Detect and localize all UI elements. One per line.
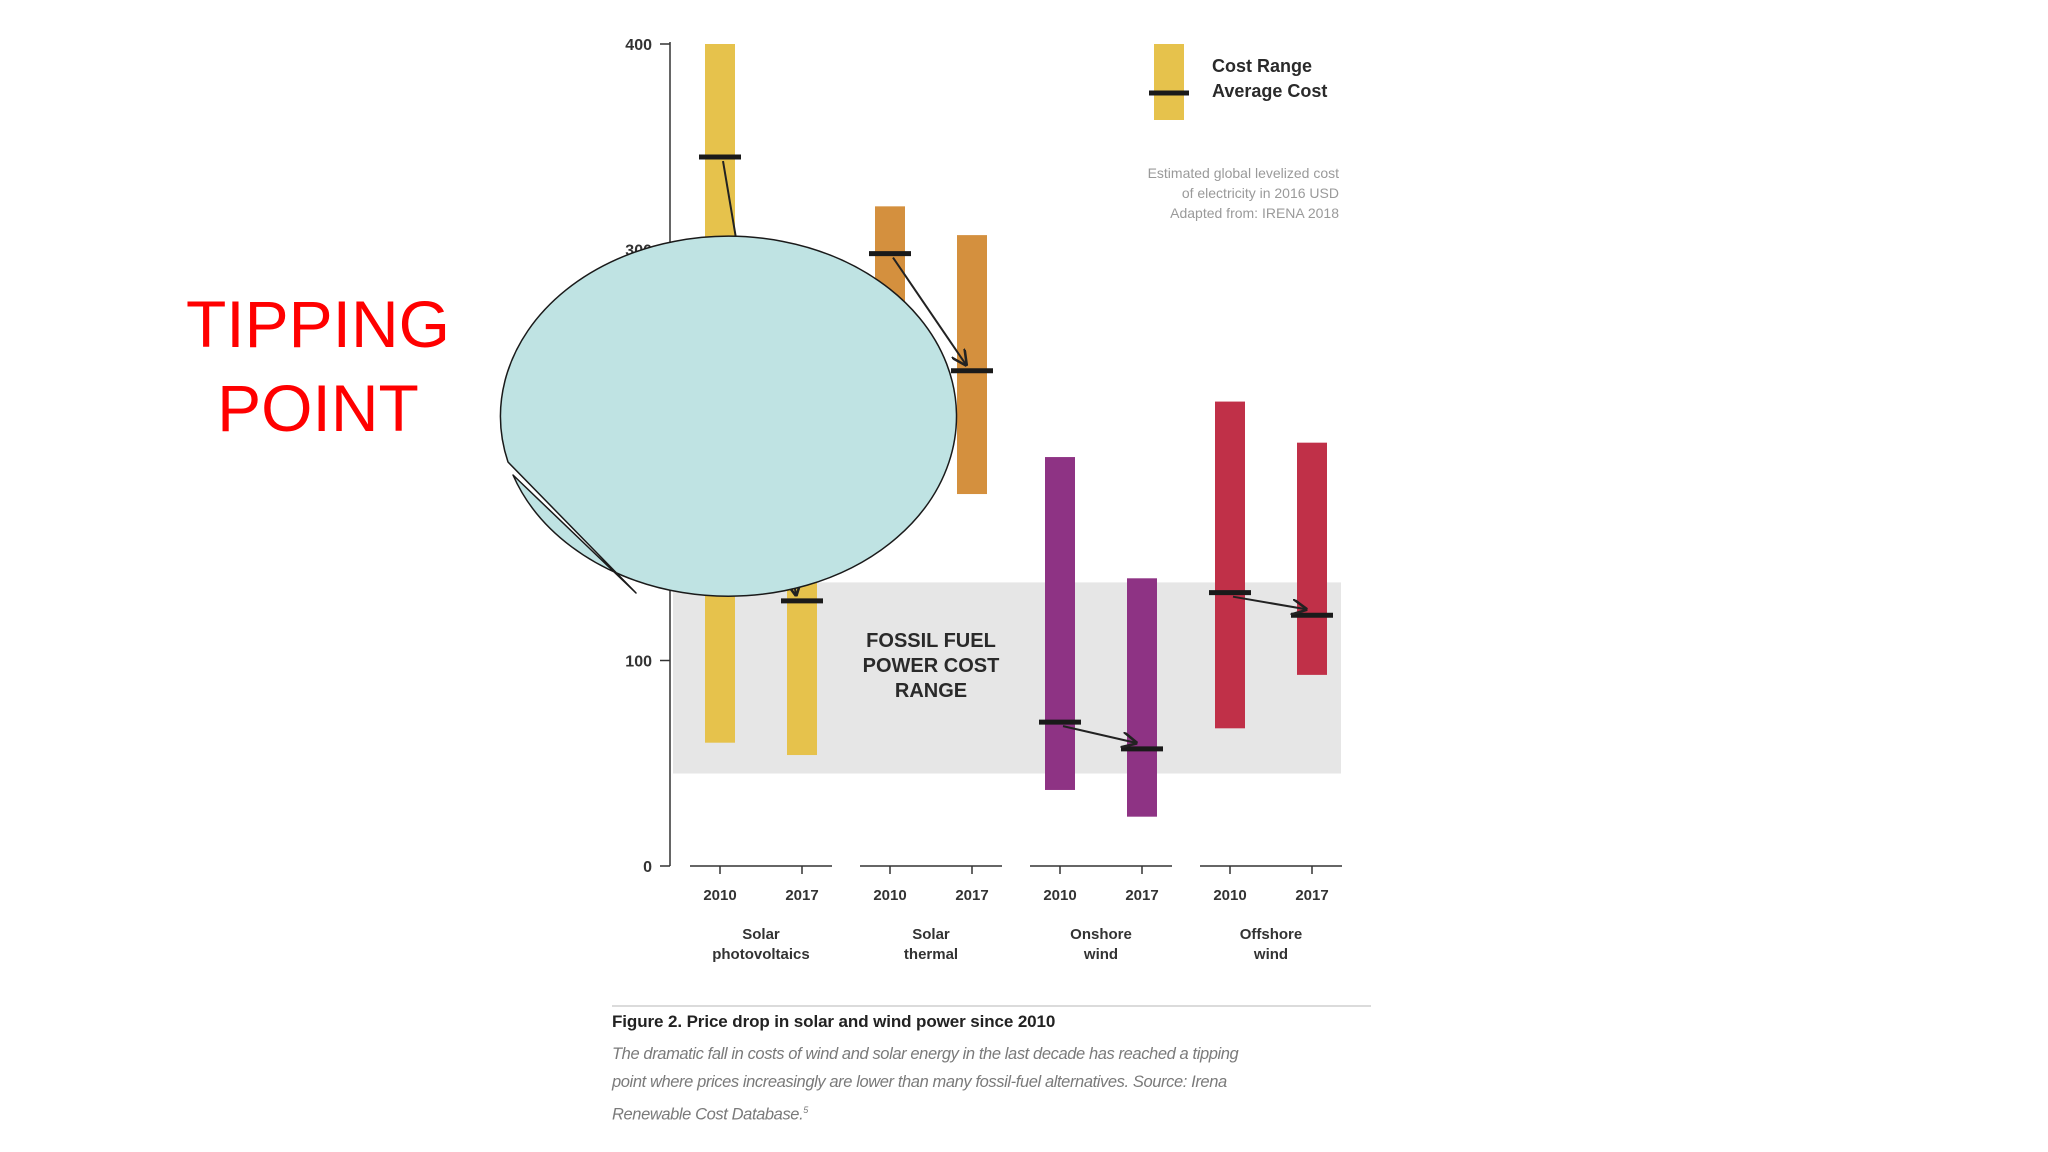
tipping-point-callout: TIPPING POINT [186, 235, 958, 597]
figure-caption: Figure 2. Price drop in solar and wind p… [612, 1012, 1372, 1129]
category-label: thermal [904, 946, 958, 963]
x-tick-label: 2010 [1213, 887, 1246, 904]
x-tick-label: 2017 [1295, 887, 1328, 904]
fossil-fuel-label: FOSSIL FUEL POWER COST RANGE [863, 630, 1000, 702]
caption-line: Renewable Cost Database.5 [612, 1096, 1372, 1129]
y-tick-label: 0 [643, 859, 652, 876]
x-tick-label: 2017 [955, 887, 988, 904]
cost-range-bar [1215, 401, 1245, 729]
fossil-fuel-label-line: POWER COST [863, 655, 1000, 677]
x-tick-label: 2017 [785, 887, 818, 904]
category-label: Solar [742, 926, 780, 943]
legend-range-swatch [1154, 44, 1184, 120]
legend-avg-label: Average Cost [1212, 81, 1327, 101]
cost-range-bar [957, 235, 987, 495]
legend-range-label: Cost Range [1212, 56, 1312, 76]
callout-text-line: POINT [217, 371, 419, 445]
x-tick-label: 2017 [1125, 887, 1158, 904]
caption-title: Figure 2. Price drop in solar and wind p… [612, 1012, 1056, 1031]
footnote-mark: 5 [803, 1105, 808, 1115]
trend-arrow [892, 257, 966, 365]
x-tick-label: 2010 [873, 887, 906, 904]
caption-line: point where prices increasingly are lowe… [612, 1073, 1227, 1091]
fossil-fuel-label-line: FOSSIL FUEL [866, 630, 996, 652]
y-tick-label: 100 [625, 654, 652, 671]
trend-arrow [1062, 725, 1136, 743]
category-label: Offshore [1240, 926, 1303, 943]
caption-body: The dramatic fall in costs of wind and s… [612, 1040, 1372, 1129]
source-note-line: of electricity in 2016 USD [1182, 185, 1339, 201]
category-label: Onshore [1070, 926, 1132, 943]
cost-range-bar [1297, 442, 1327, 675]
trend-arrow [1232, 595, 1306, 610]
category-label: wind [1253, 946, 1288, 963]
caption-line: The dramatic fall in costs of wind and s… [612, 1045, 1239, 1063]
callout-text-line: TIPPING [186, 287, 450, 361]
source-note-line: Estimated global levelized cost [1148, 165, 1340, 181]
category-label: Solar [912, 926, 950, 943]
y-tick-label: 400 [625, 37, 652, 54]
source-note: Estimated global levelized cost of elect… [1148, 165, 1340, 221]
x-tick-label: 2010 [1043, 887, 1076, 904]
x-axis: 2010 2017 Solar photovoltaics 2010 2017 Solar t… [690, 865, 1342, 963]
category-label: wind [1083, 946, 1118, 963]
x-tick-label: 2010 [703, 887, 736, 904]
category-label: photovoltaics [712, 946, 810, 963]
caption-line-text: Renewable Cost Database. [612, 1105, 804, 1124]
legend: Cost Range Average Cost [1149, 44, 1327, 120]
speech-bubble-shape [499, 235, 958, 597]
cost-range-bar [1127, 578, 1157, 817]
source-note-line: Adapted from: IRENA 2018 [1170, 205, 1339, 221]
cost-range-bar [1045, 457, 1075, 790]
fossil-fuel-label-line: RANGE [895, 680, 967, 702]
